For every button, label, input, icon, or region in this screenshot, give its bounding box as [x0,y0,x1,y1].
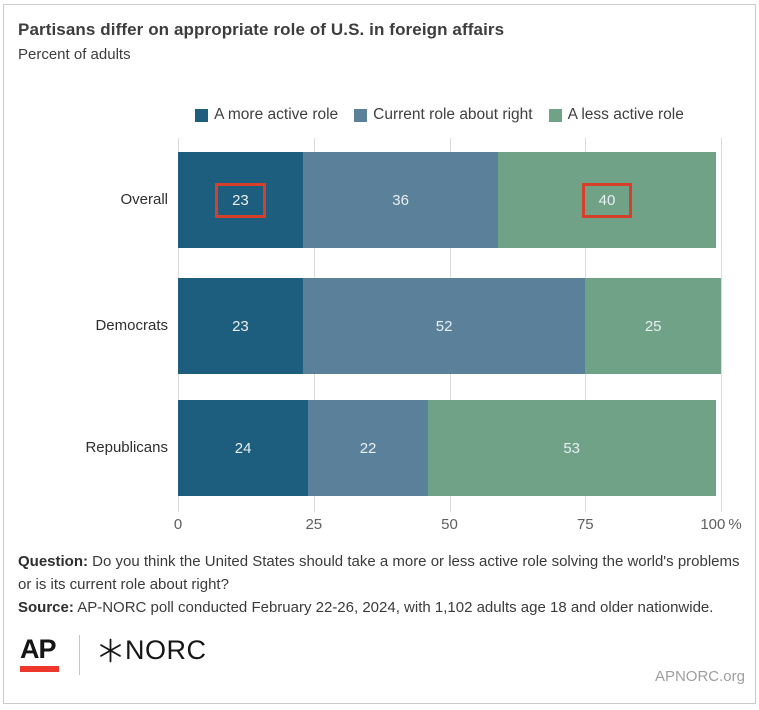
bar-value-label: 22 [359,439,377,457]
bar-value-label-highlighted: 23 [215,182,266,218]
logo-row: AP NORC [20,635,207,679]
ap-logo: AP [20,635,59,672]
bar-segment-overall-a-less-active-role: 40 [498,152,716,248]
source-label: Source: [18,599,74,616]
bar-segment-overall-a-more-active-role: 23 [178,152,303,248]
bar-value-label: 24 [234,439,252,457]
ap-logo-text: AP [20,634,57,664]
bar-segment-overall-current-role-about-right: 36 [302,152,499,248]
legend-label: A more active role [214,106,339,123]
gridline [721,138,722,512]
bar-value-label: 53 [563,439,581,457]
norc-star-icon [100,638,121,662]
bar-value-label: 52 [435,317,453,335]
question-label: Question: [18,553,88,570]
legend-label: A less active role [567,106,684,123]
bar-segment-republicans-a-less-active-role: 53 [427,400,716,496]
bar-value-label: 25 [644,317,662,335]
footnote: Question: Do you think the United States… [18,550,744,619]
legend-item-a-more-active-role: A more active role [195,106,338,124]
legend-item-current-role-about-right: Current role about right [354,106,533,124]
x-axis-tick-label: 0 [173,516,183,533]
x-axis-tick-label: 50 [441,516,458,533]
x-axis-tick-label: 100 % [700,516,742,533]
site-url: APNORC.org [654,668,745,685]
category-label-overall: Overall [120,191,168,208]
bar-row-republicans: 24 22 53 [178,400,716,496]
bar-segment-republicans-a-more-active-role: 24 [178,400,309,496]
bar-row-democrats: 23 52 25 [178,278,722,374]
question-text: Do you think the United States should ta… [18,553,740,593]
legend-label: Current role about right [373,106,533,123]
legend-swatch-icon [195,108,209,122]
legend-item-a-less-active-role: A less active role [548,106,684,124]
chart-subtitle: Percent of adults [18,46,131,63]
legend-swatch-icon [548,108,562,122]
x-axis-tick-label: 25 [305,516,323,533]
bar-row-overall: 23 36 40 [178,152,716,248]
norc-logo-text: NORC [125,635,207,665]
bar-segment-democrats-a-less-active-role: 25 [585,278,722,374]
category-label-republicans: Republicans [85,439,168,456]
x-axis-tick-label: 75 [576,516,594,533]
norc-logo: NORC [98,636,207,664]
bar-segment-democrats-a-more-active-role: 23 [178,278,303,374]
bar-value-label-highlighted: 40 [581,182,633,218]
bar-value-label: 36 [392,191,409,209]
logo-divider [79,635,80,675]
bar-value-label: 23 [232,317,249,335]
bar-segment-republicans-current-role-about-right: 22 [308,400,428,496]
chart-title: Partisans differ on appropriate role of … [18,20,505,39]
category-label-democrats: Democrats [95,317,168,334]
ap-logo-underline [20,666,59,672]
legend: A more active role Current role about rig… [130,104,749,126]
legend-swatch-icon [354,108,368,122]
bar-segment-democrats-current-role-about-right: 52 [302,278,586,374]
source-text: AP-NORC poll conducted February 22-26, 2… [73,599,714,616]
